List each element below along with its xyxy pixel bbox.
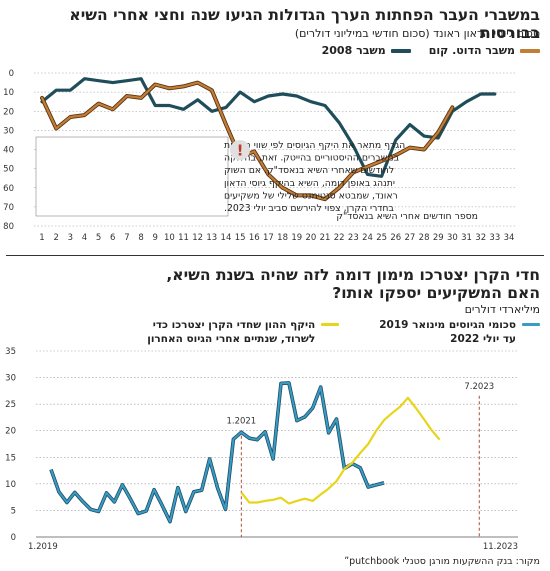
bottom-y-tick-label: 25: [5, 400, 16, 410]
top-x-tick-label: 10: [164, 233, 175, 243]
legend-swatch-dotcom: [520, 49, 540, 53]
note-line: הגרף מתאר את היקף הגיוסים לפי שווי מופחת: [224, 140, 405, 151]
bottom-y-tick-label: 20: [5, 427, 16, 437]
exclamation-icon-bg: [230, 140, 250, 160]
top-x-tick-label: 19: [291, 233, 302, 243]
note-line: ראונד, שמבטא סנטימנט שלילי של משקיעים: [224, 190, 398, 201]
source-note: מקור: בנק ההשקעות מורגן סטנלי ˮputchbook: [344, 556, 540, 567]
bottom-y-tick-label: 5: [11, 506, 16, 516]
legend-label-2008: משבר 2008: [321, 44, 386, 57]
top-chart-title: במשברי העבר הפחתות הערך הגדולות הגיעו שנ…: [69, 6, 540, 42]
top-x-tick-label: 23: [348, 233, 359, 243]
top-y-tick-label: 50: [3, 165, 14, 175]
top-x-tick-label: 1: [39, 233, 44, 243]
top-y-tick-label: 40: [3, 146, 14, 156]
legend-swatch-2008: [390, 49, 411, 53]
top-x-tick-label: 20: [305, 233, 316, 243]
series-raised-line-outline: [49, 381, 385, 524]
top-y-tick-label: 70: [3, 203, 14, 213]
bottom-y-tick-label: 0: [11, 533, 16, 543]
bottom-title-line-1: חדי הקרן יצטרכו מימון דומה לזה שהיה בשנת…: [166, 266, 540, 284]
top-x-tick-label: 15: [235, 233, 246, 243]
top-x-tick-label: 7: [124, 233, 129, 243]
top-x-tick-label: 16: [249, 233, 260, 243]
bottom-y-tick-label: 35: [5, 347, 16, 357]
top-x-tick-label: 32: [475, 233, 486, 243]
top-x-tick-label: 9: [153, 233, 158, 243]
series-needed-line: [240, 396, 441, 505]
top-y-tick-label: 60: [3, 184, 14, 194]
legend-raised-line-1: סכומי הגיוסים מינואר 2019: [379, 319, 516, 331]
legend-item-raised: סכומי הגיוסים מינואר 2019 עד יולי 2022: [379, 318, 540, 346]
legend-needed-line-1: היקף ההון שחדי הקרן יצטרכו כדי: [152, 319, 316, 331]
legend-item-dotcom: משבר הדוט. קום: [429, 44, 540, 58]
top-x-tick-label: 21: [320, 233, 331, 243]
top-x-tick-label: 6: [110, 233, 115, 243]
top-x-tick-label: 4: [82, 233, 87, 243]
legend-raised-line-2: עד יולי 2022: [450, 333, 516, 345]
top-chart-subtitle: סכום גיוסי הדאון ראונד (סכום חודשי במילי…: [294, 27, 540, 40]
top-x-tick-label: 5: [96, 233, 101, 243]
top-x-tick-label: 26: [390, 233, 401, 243]
section-divider: [6, 255, 544, 256]
top-x-tick-label: 18: [277, 233, 288, 243]
annotation-label: 7.2023: [464, 382, 494, 392]
top-x-tick-label: 11: [178, 233, 189, 243]
top-y-tick-label: 30: [3, 126, 14, 136]
top-x-tick-label: 2: [53, 233, 58, 243]
legend-item-needed: היקף ההון שחדי הקרן יצטרכו כדי לשרוד, שנ…: [147, 318, 340, 346]
annotation-label: 1.2021: [226, 416, 256, 426]
top-x-tick-label: 3: [68, 233, 73, 243]
top-x-tick-label: 24: [362, 233, 373, 243]
note-line: יתנהג באופן דומה, השיא בהיקף גיוסי הדאון: [224, 178, 395, 189]
bottom-y-tick-label: 30: [5, 374, 16, 384]
bottom-chart-legend: סכומי הגיוסים מינואר 2019 עד יולי 2022 ה…: [10, 318, 540, 346]
top-y-tick-label: 20: [3, 107, 14, 117]
note-line: במשברים ההיסטוריים בהייטק. זאת, בחלוקה: [224, 153, 399, 164]
top-chart-legend: משבר הדוט. קום משבר 2008: [10, 44, 540, 58]
legend-label-dotcom: משבר הדוט. קום: [428, 44, 515, 57]
top-x-tick-label: 28: [419, 233, 430, 243]
top-x-tick-label: 30: [447, 233, 458, 243]
top-x-tick-label: 33: [489, 233, 500, 243]
top-y-tick-label: 0: [9, 69, 14, 79]
top-x-tick-label: 25: [376, 233, 387, 243]
note-line: לחודשים שאחרי השיא בנאסד"ק. אם השוק: [224, 165, 394, 176]
legend-item-2008: משבר 2008: [322, 44, 411, 58]
top-x-tick-label: 17: [263, 233, 274, 243]
top-x-tick-label: 14: [221, 233, 232, 243]
top-x-tick-label: 29: [433, 233, 444, 243]
top-x-tick-label: 13: [206, 233, 217, 243]
series-raised-line: [50, 381, 385, 523]
top-x-tick-label: 31: [461, 233, 472, 243]
top-y-tick-label: 10: [3, 88, 14, 98]
bottom-y-tick-label: 15: [5, 453, 16, 463]
bottom-x-tick-end: 11.2023: [483, 542, 518, 552]
legend-swatch-raised: [522, 323, 540, 326]
exclamation-icon: !: [237, 142, 244, 160]
legend-needed-line-2: לשרוד, שנתיים אחרי הגיוס האחרון: [147, 333, 316, 345]
top-x-tick-label: 27: [405, 233, 416, 243]
bottom-x-tick-start: 1.2019: [28, 542, 58, 552]
top-x-tick-label: 12: [192, 233, 203, 243]
series-2008-line: [40, 77, 497, 178]
bottom-chart-subtitle: מיליארדי דולרים: [464, 303, 540, 316]
bottom-chart-title: חדי הקרן יצטרכו מימון דומה לזה שהיה בשנת…: [10, 266, 540, 302]
top-x-tick-label: 22: [334, 233, 345, 243]
bottom-y-tick-label: 10: [5, 480, 16, 490]
top-x-tick-label: 34: [504, 233, 515, 243]
note-box: [35, 136, 229, 217]
legend-swatch-needed: [321, 323, 340, 326]
note-line: בחדרי הקרן, צפוי להירשם סביב יולי 2023.: [224, 203, 394, 214]
bottom-title-line-2: האם המשקיעים יספקו אותו?: [332, 284, 540, 302]
top-x-tick-label: 8: [138, 233, 143, 243]
top-x-axis-label: מספר חודשים אחרי השיא בנאסד"ק: [336, 211, 478, 222]
top-y-tick-label: 80: [3, 222, 14, 232]
